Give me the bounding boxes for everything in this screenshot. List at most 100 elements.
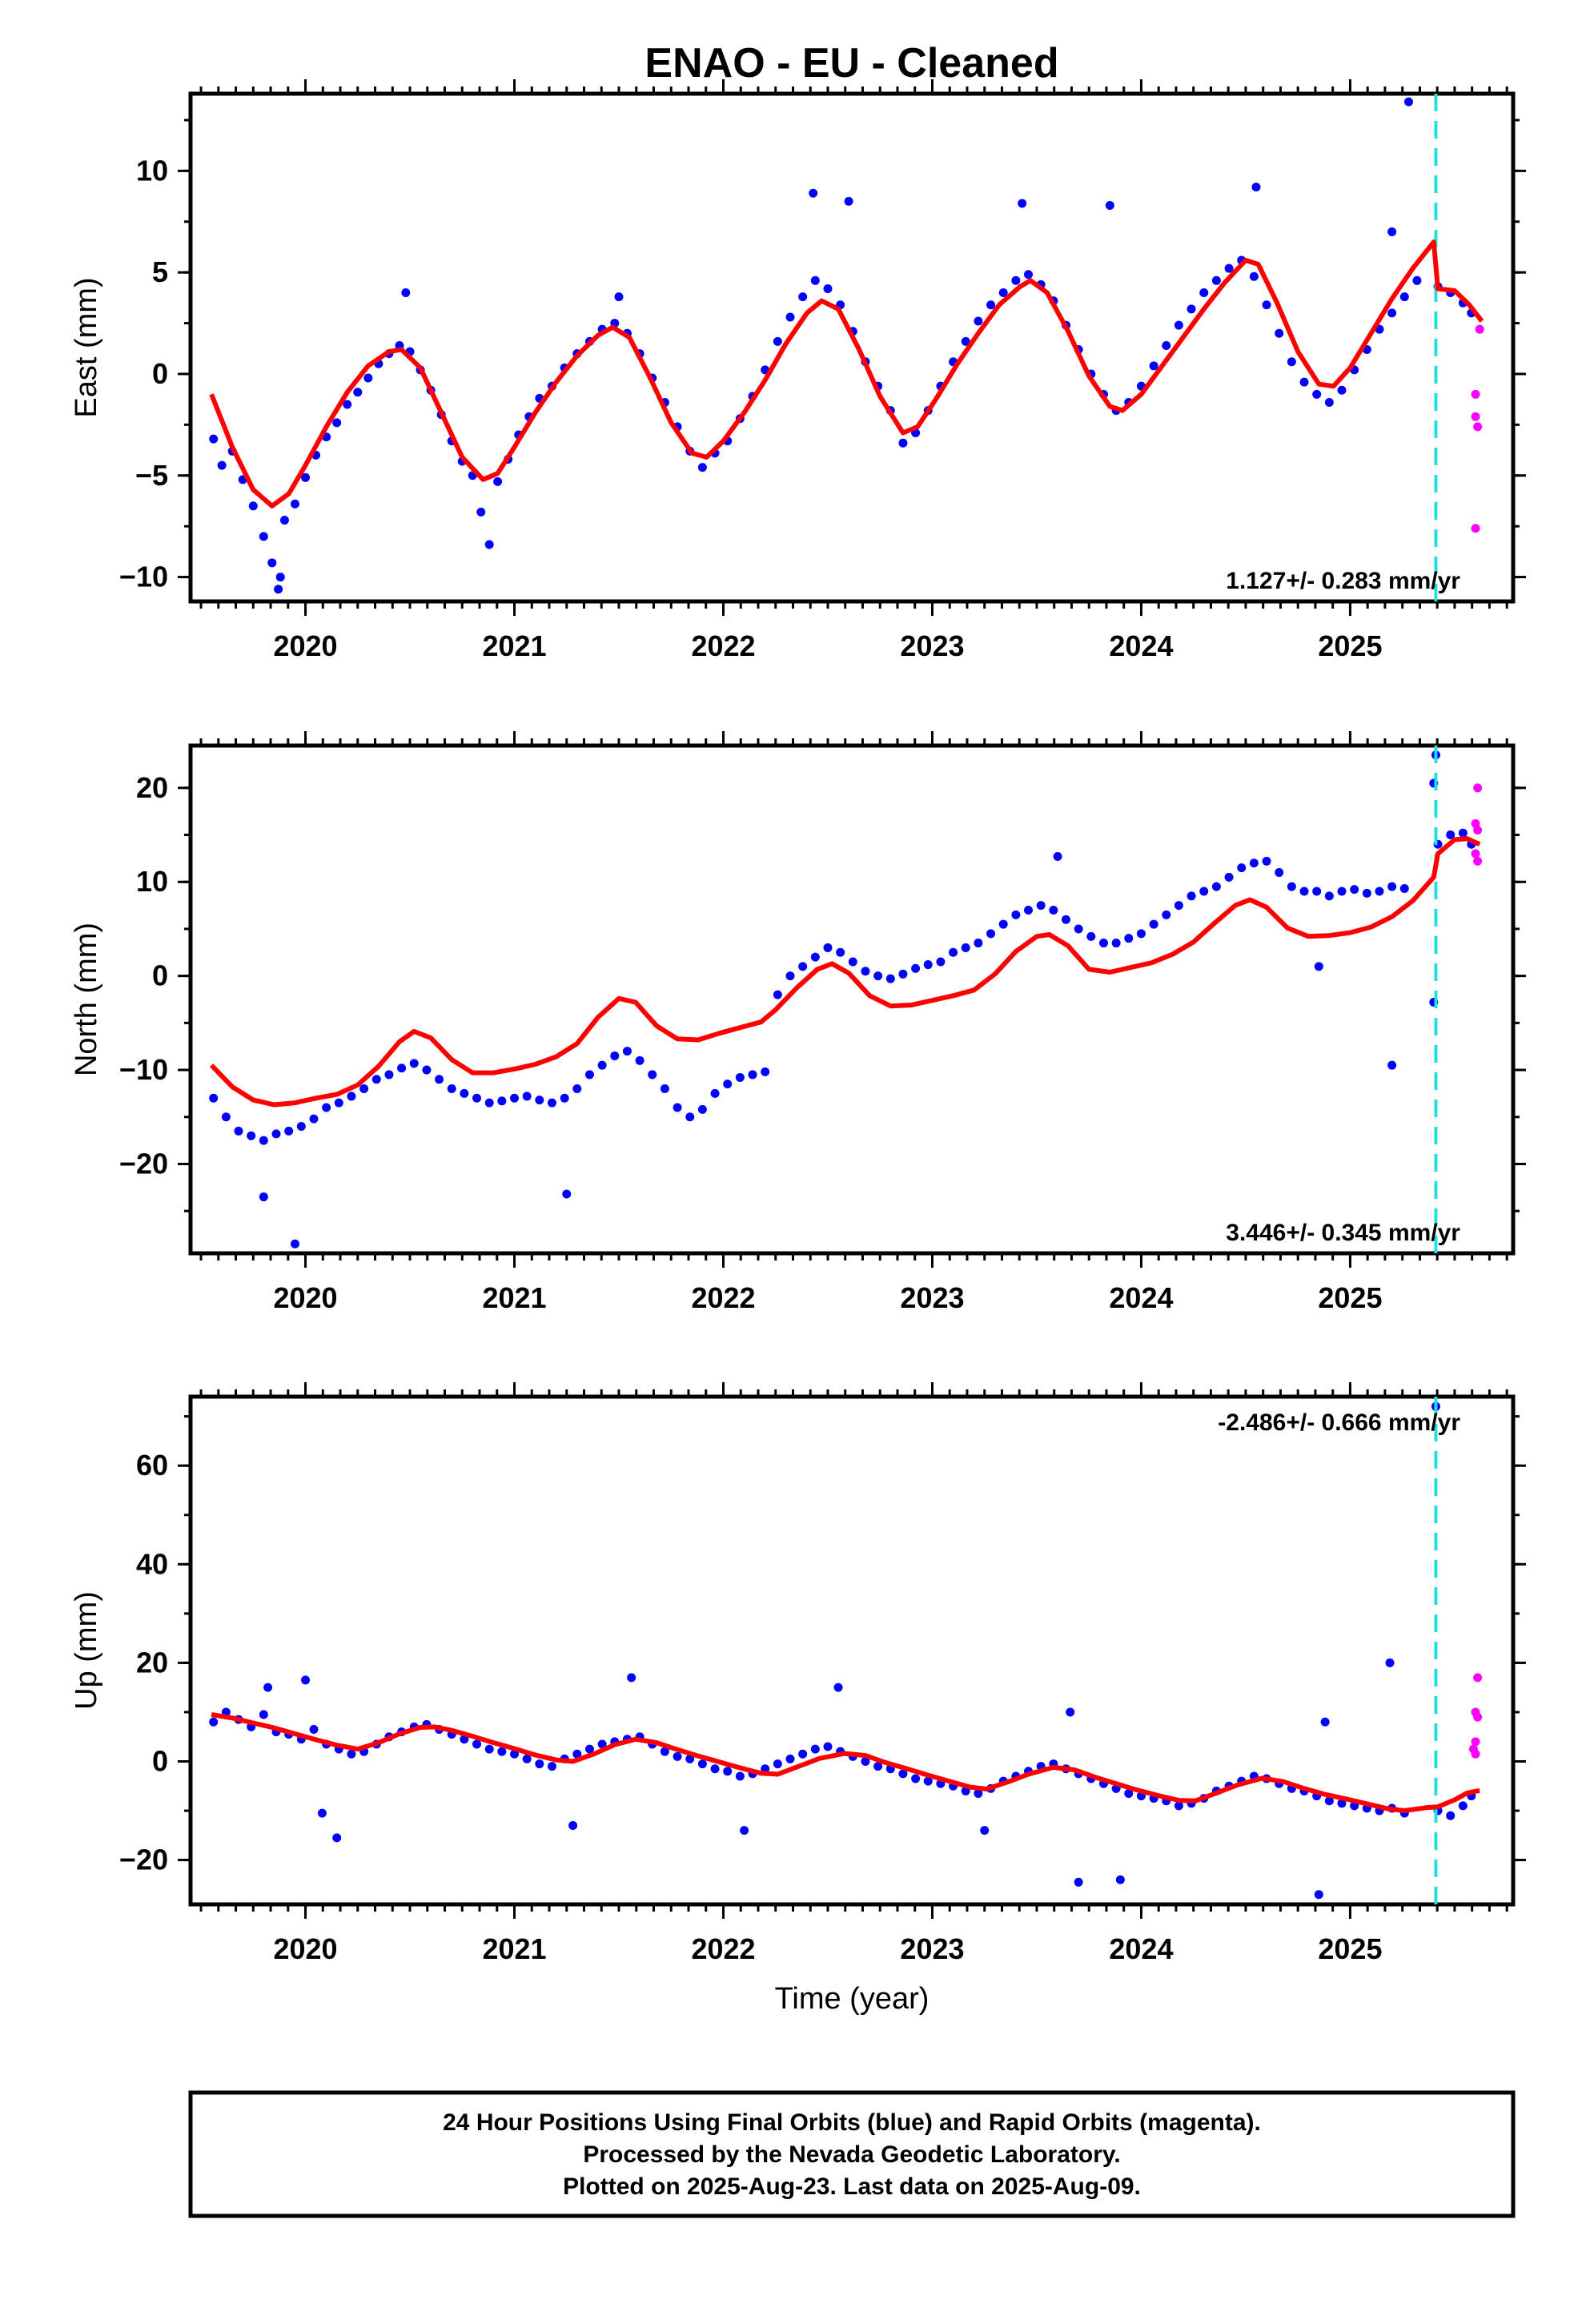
data-point <box>961 336 970 346</box>
data-point <box>723 1080 733 1089</box>
data-point <box>685 1754 695 1763</box>
data-point <box>493 476 503 486</box>
data-point <box>572 1084 582 1094</box>
data-point <box>1162 340 1171 350</box>
data-point <box>1473 783 1483 793</box>
data-point <box>785 1754 795 1763</box>
data-point <box>522 1092 532 1101</box>
data-point <box>296 1122 306 1131</box>
data-point <box>848 957 857 967</box>
velocity-label: 3.446+/- 0.345 mm/yr <box>1226 1220 1460 1246</box>
data-point <box>723 1767 733 1776</box>
x-tick-label: 2021 <box>482 1281 546 1314</box>
data-point <box>810 952 820 962</box>
data-point <box>1111 939 1121 948</box>
data-point <box>332 1833 342 1843</box>
data-point <box>1275 868 1284 877</box>
data-point <box>1066 1707 1075 1717</box>
data-point <box>1375 887 1384 896</box>
data-point <box>673 1103 682 1112</box>
data-point <box>472 1739 482 1749</box>
data-point <box>923 960 933 970</box>
data-point <box>1324 397 1334 407</box>
data-point <box>1124 934 1134 943</box>
data-point <box>363 373 373 383</box>
y-tick-label: −10 <box>119 1053 168 1086</box>
data-point <box>911 1774 921 1783</box>
data-point <box>597 1739 607 1749</box>
x-tick-label: 2024 <box>1109 629 1173 662</box>
data-point <box>584 1744 594 1754</box>
caption-line-2: Processed by the Nevada Geodetic Laborat… <box>583 2141 1120 2168</box>
data-point <box>974 1789 983 1799</box>
data-point <box>535 1759 544 1769</box>
data-point <box>460 1735 469 1744</box>
data-point <box>371 1075 381 1084</box>
data-point <box>710 1764 720 1774</box>
data-point <box>660 1747 669 1756</box>
data-point <box>998 919 1008 929</box>
data-point <box>397 1063 407 1073</box>
data-point <box>359 1084 369 1094</box>
data-point <box>861 1756 870 1766</box>
x-tick-label: 2022 <box>691 1281 755 1314</box>
x-tick-label: 2024 <box>1109 1932 1173 1965</box>
x-tick-label: 2023 <box>900 1932 964 1965</box>
x-tick-label: 2022 <box>691 1932 755 1965</box>
data-point <box>562 1189 572 1199</box>
data-point <box>484 1744 494 1754</box>
data-point <box>1446 1811 1456 1820</box>
data-point <box>1011 910 1021 919</box>
data-point <box>635 1055 644 1065</box>
data-point <box>1011 275 1021 285</box>
data-point <box>1174 1801 1183 1811</box>
data-point <box>685 1112 695 1122</box>
data-point <box>761 1067 770 1076</box>
plot-frame <box>188 1394 1516 1907</box>
data-point <box>290 1239 299 1248</box>
data-point <box>735 1072 745 1082</box>
final-orbit-series <box>209 97 1476 594</box>
plot-area <box>209 746 1483 1253</box>
data-point <box>384 1070 394 1080</box>
data-point <box>1086 931 1096 941</box>
data-point <box>248 501 258 511</box>
data-point <box>547 1762 556 1771</box>
y-tick-label: −20 <box>119 1844 168 1876</box>
data-point <box>1473 1712 1483 1722</box>
data-point <box>1337 887 1347 896</box>
data-point <box>1446 830 1456 840</box>
y-tick-label: −5 <box>135 459 168 492</box>
y-tick-label: 40 <box>136 1547 168 1580</box>
x-tick-label: 2020 <box>273 1281 337 1314</box>
data-point <box>221 1112 231 1122</box>
data-point <box>1074 1877 1083 1887</box>
data-point <box>263 1683 273 1692</box>
x-tick-label: 2021 <box>482 1932 546 1965</box>
data-point <box>809 188 818 198</box>
data-point <box>1312 389 1322 399</box>
rapid-orbit-series <box>1468 1673 1483 1759</box>
data-point <box>1149 361 1158 371</box>
data-point <box>1124 1789 1134 1799</box>
data-point <box>317 1808 327 1818</box>
x-tick-label: 2025 <box>1318 1932 1382 1965</box>
plot-frame <box>188 743 1516 1256</box>
data-point <box>1314 962 1323 971</box>
data-point <box>610 1051 620 1060</box>
data-point <box>275 573 285 582</box>
data-point <box>844 196 853 206</box>
x-tick-label: 2025 <box>1318 1281 1382 1314</box>
data-point <box>1471 524 1480 533</box>
data-point <box>923 1776 933 1786</box>
data-point <box>347 1749 356 1759</box>
caption-frame <box>188 2090 1516 2218</box>
data-point <box>1473 856 1483 866</box>
model-fit-line <box>209 239 1484 509</box>
data-point <box>1387 882 1397 891</box>
data-point <box>1162 910 1171 919</box>
data-point <box>873 1762 883 1771</box>
data-point <box>584 1070 594 1080</box>
x-axis-label: Time (year) <box>775 1982 930 2016</box>
